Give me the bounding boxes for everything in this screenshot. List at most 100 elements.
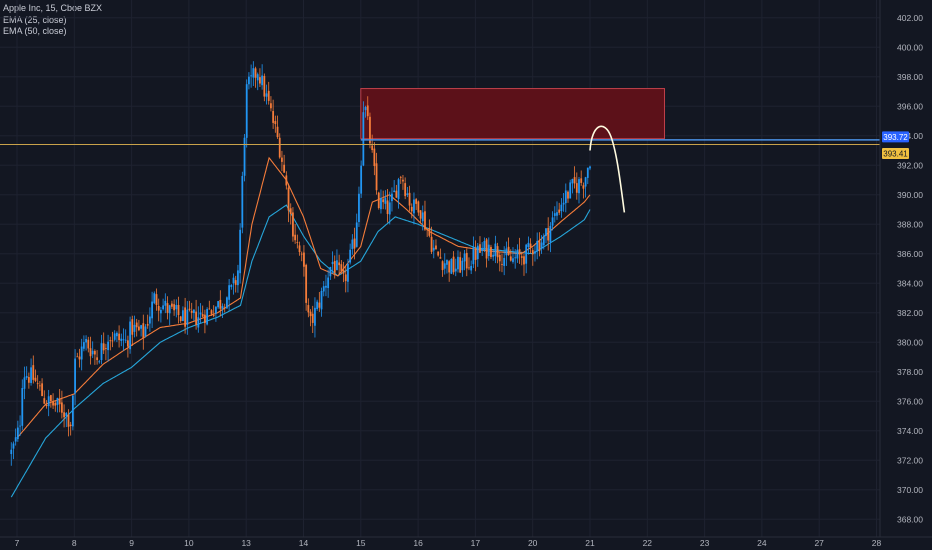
candle-body — [102, 343, 105, 351]
candle-body — [219, 299, 222, 309]
x-tick-label: 17 — [471, 538, 481, 548]
candle-body — [505, 248, 508, 256]
candle-body — [584, 177, 587, 187]
last-price-label-bg — [882, 147, 909, 159]
candle-body — [406, 193, 409, 196]
candle-body — [483, 241, 486, 251]
candle-body — [201, 314, 204, 317]
candle-body — [305, 264, 308, 303]
candle-body — [349, 249, 352, 263]
grid — [0, 0, 880, 537]
y-tick-label: 382.00 — [897, 308, 923, 318]
projection-arc — [589, 125, 626, 213]
supply-zone — [360, 88, 665, 140]
x-tick-label: 28 — [872, 538, 882, 548]
candle-body — [206, 308, 209, 325]
candle-body — [395, 190, 398, 198]
candle-body — [551, 217, 554, 226]
candle-body — [342, 270, 345, 274]
candle-body — [210, 310, 213, 314]
candle-body — [538, 240, 541, 252]
candle-body — [501, 263, 503, 265]
candle-body — [494, 243, 497, 257]
candle-body — [285, 175, 288, 186]
y-tick-label: 402.00 — [897, 13, 923, 23]
legend-ema50: EMA (50, close) — [3, 26, 67, 36]
y-tick-label: 368.00 — [897, 514, 923, 524]
candle-body — [63, 412, 65, 418]
candle-body — [267, 90, 270, 101]
legend-symbol: Apple Inc, 15, Cboe BZX — [3, 3, 103, 13]
candle-body — [93, 350, 96, 355]
candle-body — [212, 315, 215, 316]
y-tick-label: 376.00 — [897, 396, 923, 406]
candle-body — [245, 84, 248, 138]
candle-body — [12, 443, 15, 449]
candle-body — [232, 277, 235, 284]
candle-body — [157, 306, 160, 311]
candle-body — [430, 236, 433, 252]
candle-body — [259, 77, 261, 84]
candle-body — [43, 398, 46, 404]
candle-body — [316, 301, 319, 310]
candle-body — [96, 357, 98, 361]
x-tick-label: 8 — [72, 538, 77, 548]
candle-body — [580, 178, 583, 183]
candle-body — [377, 192, 380, 209]
candle-body — [399, 177, 402, 179]
candle-body — [76, 356, 79, 358]
candle-body — [529, 243, 532, 248]
candle-body — [21, 388, 24, 426]
candle-body — [534, 251, 536, 254]
candle-body — [104, 348, 107, 349]
candle-body — [573, 177, 576, 184]
candle-body — [164, 300, 167, 306]
candle-body — [155, 294, 158, 305]
candle-body — [498, 254, 501, 262]
candle-body — [421, 212, 424, 222]
candle-body — [388, 202, 391, 215]
candle-body — [325, 285, 327, 288]
candle-body — [27, 377, 30, 383]
candle-body — [536, 241, 539, 252]
candle-body — [226, 297, 228, 309]
candle-body — [142, 323, 145, 339]
candle-body — [454, 268, 457, 272]
candle-body — [553, 213, 556, 216]
candle-body — [470, 265, 473, 271]
x-tick-label: 15 — [356, 538, 366, 548]
candle-body — [129, 321, 131, 350]
candle-body — [78, 356, 81, 360]
candle-body — [309, 311, 312, 317]
candle-body — [19, 425, 21, 427]
candle-body — [137, 326, 140, 331]
candle-body — [450, 258, 453, 274]
candle-body — [177, 304, 180, 316]
candle-body — [188, 308, 191, 310]
candle-body — [208, 308, 211, 310]
candle-body — [36, 383, 39, 385]
candle-body — [111, 340, 114, 342]
x-tick-label: 14 — [299, 538, 309, 548]
candle-body — [542, 235, 545, 246]
candle-body — [496, 246, 499, 258]
candle-body — [386, 200, 389, 214]
candle-body — [314, 307, 316, 326]
candle-body — [329, 266, 332, 277]
candle-body — [586, 167, 589, 178]
candle-body — [375, 163, 378, 191]
candle-body — [540, 242, 543, 249]
candle-body — [182, 310, 184, 322]
candle-body — [492, 254, 495, 257]
candle-body — [278, 137, 281, 158]
candle-body — [71, 395, 74, 427]
candle-body — [479, 244, 481, 253]
candle-body — [204, 314, 206, 324]
candle-body — [371, 145, 374, 151]
candle-body — [558, 209, 561, 213]
candle-body — [369, 116, 371, 144]
candle-body — [56, 397, 59, 405]
candle-body — [578, 179, 580, 194]
candle-body — [347, 263, 349, 282]
